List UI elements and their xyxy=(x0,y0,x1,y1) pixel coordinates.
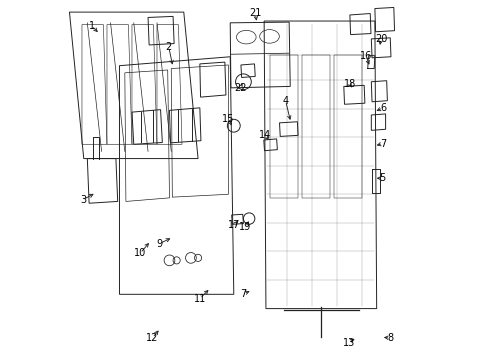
Text: 16: 16 xyxy=(359,51,371,61)
Text: 21: 21 xyxy=(248,8,261,18)
Text: 19: 19 xyxy=(239,222,251,232)
Text: 22: 22 xyxy=(233,83,246,93)
Text: 17: 17 xyxy=(228,220,240,230)
Polygon shape xyxy=(269,55,298,198)
Text: 11: 11 xyxy=(193,294,205,303)
Text: 8: 8 xyxy=(386,333,392,343)
Text: 3: 3 xyxy=(80,195,86,204)
Text: 13: 13 xyxy=(342,338,354,347)
Text: 20: 20 xyxy=(374,34,386,44)
Text: 9: 9 xyxy=(156,239,162,249)
Polygon shape xyxy=(333,55,362,198)
Text: 15: 15 xyxy=(222,113,234,123)
Text: 7: 7 xyxy=(379,139,386,149)
Text: 5: 5 xyxy=(378,173,385,183)
Text: 10: 10 xyxy=(134,248,146,258)
Text: 12: 12 xyxy=(146,333,158,343)
Text: 1: 1 xyxy=(88,21,95,31)
Text: 18: 18 xyxy=(343,79,355,89)
Polygon shape xyxy=(301,55,329,198)
Text: 14: 14 xyxy=(259,130,271,140)
Text: 4: 4 xyxy=(282,96,288,106)
Text: 7: 7 xyxy=(240,289,246,298)
Text: 6: 6 xyxy=(379,103,386,113)
Text: 2: 2 xyxy=(165,42,172,52)
